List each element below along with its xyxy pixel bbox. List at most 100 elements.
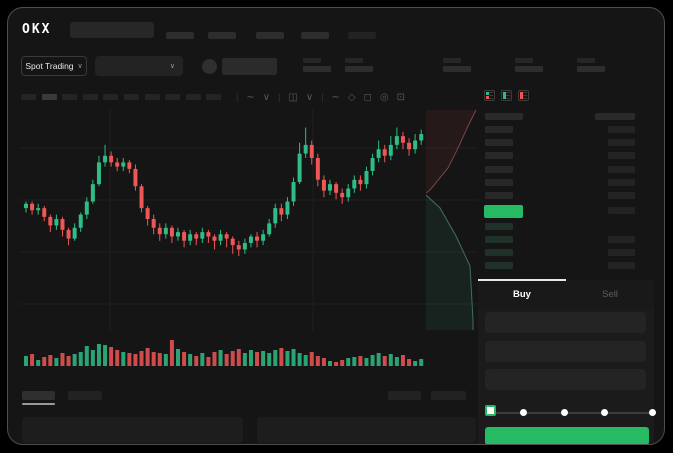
amount-slider-handle[interactable] [485, 405, 496, 416]
timeframe-slot[interactable] [103, 94, 119, 100]
candle-body [96, 162, 101, 185]
candle-body [163, 227, 168, 235]
chevron-down-icon[interactable]: ∨ [262, 91, 271, 103]
book-view-asks-icon[interactable] [518, 90, 529, 101]
candle-body [133, 168, 138, 187]
volume-bar [188, 354, 193, 366]
volume-bar [309, 352, 314, 366]
nav-item[interactable] [301, 32, 329, 39]
compare-icon[interactable]: ◇ [347, 91, 356, 103]
book-view-bids-icon[interactable] [501, 90, 512, 101]
orders-filter[interactable] [431, 391, 466, 400]
order-input-field[interactable] [485, 369, 646, 390]
bid-amount-bar [608, 262, 635, 269]
timeframe-slot[interactable] [82, 94, 98, 100]
volume-bar [394, 357, 399, 366]
candle-body [321, 179, 326, 191]
nav-item[interactable] [166, 32, 194, 39]
timeframe-slot[interactable] [165, 94, 181, 100]
candle-body [407, 142, 412, 150]
camera-icon[interactable]: ◻ [363, 91, 372, 103]
ask-price-bar[interactable] [485, 152, 513, 160]
slider-stop-dot[interactable] [561, 409, 568, 416]
volume-bar [60, 353, 65, 366]
market-type-label: Spot Trading [25, 61, 74, 71]
candle-body [157, 227, 162, 235]
orders-tab[interactable] [68, 391, 102, 400]
indicators-icon[interactable]: ∼ [246, 91, 255, 103]
submit-order-button[interactable] [485, 427, 649, 444]
tab-sell[interactable]: Sell [602, 288, 618, 300]
candle-body [382, 149, 387, 156]
volume-bar [407, 359, 412, 366]
candle-body [182, 232, 187, 241]
candle-body [388, 144, 393, 156]
slider-stop-dot[interactable] [649, 409, 656, 416]
volume-bar [382, 356, 387, 366]
book-view-both-icon[interactable] [484, 90, 495, 101]
settings-icon[interactable]: ◎ [379, 91, 389, 103]
bid-price-bar[interactable] [485, 249, 513, 256]
pair-dropdown[interactable]: ∨ [95, 56, 183, 76]
order-input-field[interactable] [485, 312, 646, 333]
fullscreen-icon[interactable]: ⊡ [396, 91, 406, 103]
candle-body [206, 232, 211, 237]
amount-slider-track[interactable] [490, 412, 653, 414]
timeframe-slot[interactable] [185, 94, 201, 100]
active-tab-indicator [478, 279, 566, 281]
timeframe-slot[interactable] [41, 94, 57, 100]
orders-table-placeholder [257, 417, 476, 443]
bid-price-bar[interactable] [485, 236, 513, 243]
chevron-down-icon: ∨ [77, 63, 83, 70]
candlestick-chart[interactable] [20, 108, 478, 332]
order-input-field[interactable] [485, 341, 646, 362]
volume-bar [230, 351, 235, 366]
candle-body [309, 144, 314, 158]
orders-tab-active[interactable] [22, 391, 55, 400]
candle-body [394, 136, 399, 145]
bid-price-bar[interactable] [485, 223, 513, 230]
slider-stop-dot[interactable] [601, 409, 608, 416]
tab-buy[interactable]: Buy [513, 288, 531, 300]
volume-canvas [24, 340, 424, 366]
volume-bar [388, 354, 393, 366]
candle-body [364, 171, 369, 185]
nav-item[interactable] [208, 32, 236, 39]
timeframe-slot[interactable] [123, 94, 139, 100]
timeframe-slot[interactable] [206, 94, 222, 100]
candle-body [346, 188, 351, 198]
candle-body [121, 162, 126, 167]
ask-price-bar[interactable] [485, 165, 513, 173]
ask-price-bar[interactable] [485, 126, 513, 133]
market-type-dropdown[interactable]: Spot Trading ∨ [21, 56, 87, 76]
ask-price-bar[interactable] [485, 139, 513, 147]
candle-body [176, 232, 180, 237]
timeframe-slot[interactable] [62, 94, 78, 100]
volume-bar [54, 358, 59, 366]
volume-bar [321, 358, 326, 366]
timeframe-slot[interactable] [21, 94, 36, 100]
volume-bar [352, 357, 357, 366]
volume-bar [364, 358, 369, 366]
ask-price-bar[interactable] [485, 178, 513, 186]
volume-bar [400, 355, 405, 366]
timeframe-slot[interactable] [144, 94, 160, 100]
icon-mark [503, 92, 506, 99]
nav-item[interactable] [348, 32, 376, 39]
icon-lines [523, 92, 527, 99]
chevron-down-icon[interactable]: ∨ [305, 91, 314, 103]
orders-filter[interactable] [388, 391, 421, 400]
ticker-stat [303, 58, 333, 74]
search-input[interactable] [70, 22, 154, 38]
last-price-bar[interactable] [484, 205, 523, 218]
ask-price-bar[interactable] [485, 192, 513, 199]
candle-body [255, 236, 260, 241]
chart-type-icon[interactable]: ◫ [288, 91, 298, 103]
bid-price-bar[interactable] [485, 262, 513, 269]
volume-bar [30, 354, 35, 366]
nav-item[interactable] [256, 32, 284, 39]
volume-chart [20, 334, 478, 368]
volume-bar [370, 355, 375, 366]
line-tools-icon[interactable]: ∼ [331, 91, 340, 103]
slider-stop-dot[interactable] [520, 409, 527, 416]
